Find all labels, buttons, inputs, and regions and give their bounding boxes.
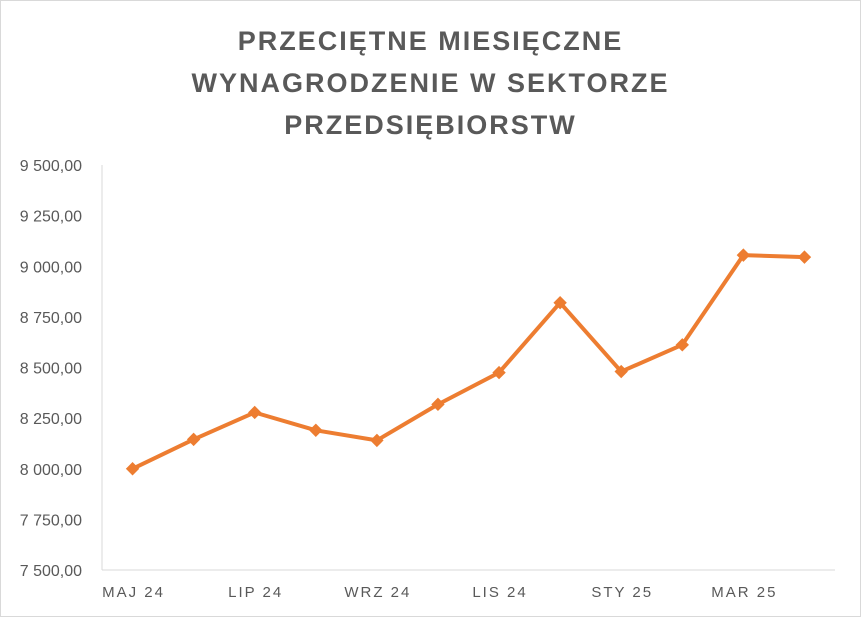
x-tick-label: MAR 25	[711, 584, 777, 601]
data-point	[614, 364, 628, 379]
data-point	[125, 462, 140, 476]
y-tick-label: 7 500,00	[20, 563, 82, 580]
y-tick-label: 9 500,00	[20, 158, 82, 175]
data-point	[797, 250, 812, 264]
data-point	[309, 423, 323, 437]
chart-title-line-2: WYNAGRODZENIE W SEKTORZE	[191, 68, 670, 98]
x-tick-label: LIS 24	[472, 584, 527, 601]
series-line	[130, 253, 807, 471]
x-tick-label: MAJ 24	[102, 584, 165, 601]
data-point	[736, 248, 751, 262]
x-tick-label: WRZ 24	[344, 584, 411, 601]
data-point	[492, 365, 506, 380]
data-point	[675, 338, 689, 352]
data-point	[370, 433, 384, 448]
y-tick-label: 9 000,00	[20, 259, 82, 276]
y-tick-label: 8 250,00	[20, 411, 82, 428]
chart-title-line-3: PRZEDSIĘBIORSTW	[284, 110, 577, 140]
y-tick-label: 8 750,00	[20, 310, 82, 327]
data-point	[186, 432, 201, 447]
chart-title-line-1: PRZECIĘTNE MIESIĘCZNE	[237, 26, 624, 56]
y-tick-label: 9 250,00	[20, 209, 82, 226]
chart-title: PRZECIĘTNE MIESIĘCZNE WYNAGRODZENIE W SE…	[0, 20, 861, 146]
data-point	[431, 397, 445, 412]
x-tick-label: LIP 24	[228, 584, 283, 601]
y-tick-label: 7 750,00	[20, 512, 82, 529]
y-tick-label: 8 500,00	[20, 361, 82, 378]
x-tick-label: STY 25	[591, 584, 653, 601]
y-tick-label: 8 000,00	[20, 462, 82, 479]
data-point	[248, 405, 262, 420]
data-point	[553, 295, 567, 310]
